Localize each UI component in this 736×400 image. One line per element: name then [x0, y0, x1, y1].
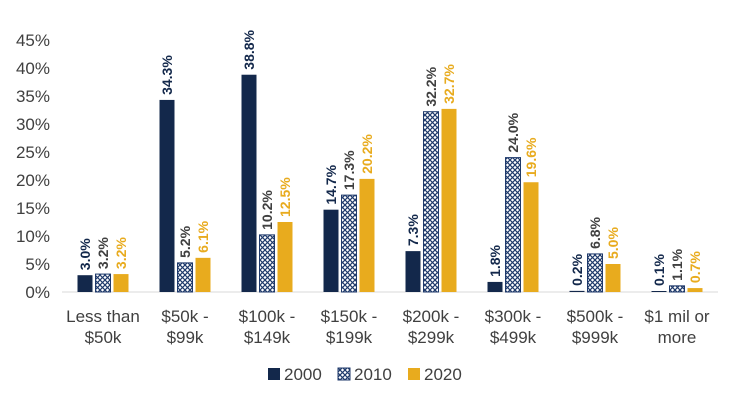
bar-2020	[523, 182, 539, 292]
data-label-2020: 19.6%	[523, 137, 539, 177]
data-label-2000: 14.7%	[323, 164, 339, 204]
x-tick-label: $199k	[326, 328, 373, 347]
bar-2020	[441, 108, 457, 292]
legend-label-2010: 2010	[354, 365, 392, 384]
x-tick-label: $999k	[572, 328, 619, 347]
data-label-2010: 32.2%	[423, 66, 439, 106]
x-axis: Less than $50k $50k - $99k $100k - $149k $150k…	[66, 307, 710, 347]
y-tick-label: 10%	[16, 227, 50, 246]
bar-2010	[259, 234, 275, 293]
x-tick-label: $200k -	[403, 307, 460, 326]
legend-swatch-2020	[408, 368, 420, 380]
bar-2010	[95, 273, 111, 293]
bar-2000	[405, 251, 421, 292]
y-tick-label: 20%	[16, 171, 50, 190]
bar-2010	[423, 111, 439, 293]
data-label-2000: 34.3%	[159, 55, 175, 95]
bar-2020	[277, 222, 293, 292]
bar-2010	[177, 262, 193, 293]
x-tick-label: $499k	[490, 328, 537, 347]
bar-2020	[687, 288, 703, 292]
x-tick-label: Less than	[66, 307, 140, 326]
legend-label-2020: 2020	[424, 365, 462, 384]
bar-2010	[505, 157, 521, 293]
bar-2020	[195, 257, 211, 292]
bar-2000	[159, 99, 175, 292]
x-tick-label: $299k	[408, 328, 455, 347]
data-label-2000: 0.1%	[651, 254, 667, 286]
x-tick-label: $100k -	[239, 307, 296, 326]
x-tick-label: more	[658, 328, 697, 347]
bar-2000	[77, 275, 93, 292]
y-tick-label: 45%	[16, 31, 50, 50]
legend: 2000 2010 2020	[268, 365, 462, 384]
y-tick-label: 25%	[16, 143, 50, 162]
x-tick-label: $99k	[167, 328, 204, 347]
data-label-2010: 6.8%	[587, 216, 603, 248]
bar-2000	[323, 209, 339, 292]
y-tick-label: 0%	[25, 283, 50, 302]
x-tick-label: $50k	[85, 328, 122, 347]
bar-2000	[241, 74, 257, 292]
data-label-2000: 0.2%	[569, 253, 585, 285]
bar-2020	[359, 178, 375, 292]
x-tick-label: $150k -	[321, 307, 378, 326]
x-tick-label: $500k -	[567, 307, 624, 326]
legend-swatch-2000	[268, 368, 280, 380]
data-label-2000: 7.3%	[405, 214, 421, 246]
bar-2000	[651, 291, 667, 292]
data-label-2020: 20.2%	[359, 134, 375, 174]
legend-swatch-2010	[337, 367, 351, 381]
data-labels-group: 3.0% 3.2% 3.2%34.3%5.2% 6.1%38.8%10.2% 12.5%…	[77, 29, 703, 286]
bar-2020	[605, 264, 621, 292]
data-label-2010: 24.0%	[505, 112, 521, 152]
y-tick-label: 35%	[16, 87, 50, 106]
bar-2000	[487, 281, 503, 292]
data-label-2010: 1.1%	[669, 248, 685, 280]
data-label-2010: 5.2%	[177, 225, 193, 257]
data-label-2020: 12.5%	[277, 177, 293, 217]
data-label-2000: 3.0%	[77, 238, 93, 270]
data-label-2020: 0.7%	[687, 251, 703, 283]
data-label-2000: 1.8%	[487, 244, 503, 276]
bar-2000	[569, 290, 585, 292]
x-tick-label: $1 mil or	[644, 307, 710, 326]
bar-2010	[669, 285, 685, 293]
bars-group	[77, 74, 703, 293]
data-label-2010: 10.2%	[259, 190, 275, 230]
y-axis: 0% 5% 10% 15% 20% 25% 30% 35% 40% 45%	[16, 31, 50, 302]
data-label-2010: 17.3%	[341, 150, 357, 190]
y-tick-label: 15%	[16, 199, 50, 218]
legend-label-2000: 2000	[284, 365, 322, 384]
data-label-2020: 5.0%	[605, 227, 621, 259]
y-tick-label: 40%	[16, 59, 50, 78]
x-tick-label: $50k -	[161, 307, 208, 326]
data-label-2020: 3.2%	[113, 237, 129, 269]
bar-2010	[587, 253, 603, 293]
y-tick-label: 30%	[16, 115, 50, 134]
data-label-2010: 3.2%	[95, 237, 111, 269]
x-tick-label: $149k	[244, 328, 291, 347]
data-label-2000: 38.8%	[241, 29, 257, 69]
data-label-2020: 6.1%	[195, 220, 211, 252]
y-tick-label: 5%	[25, 255, 50, 274]
bar-2010	[341, 194, 357, 293]
bar-2020	[113, 274, 129, 292]
data-label-2020: 32.7%	[441, 64, 457, 104]
x-tick-label: $300k -	[485, 307, 542, 326]
